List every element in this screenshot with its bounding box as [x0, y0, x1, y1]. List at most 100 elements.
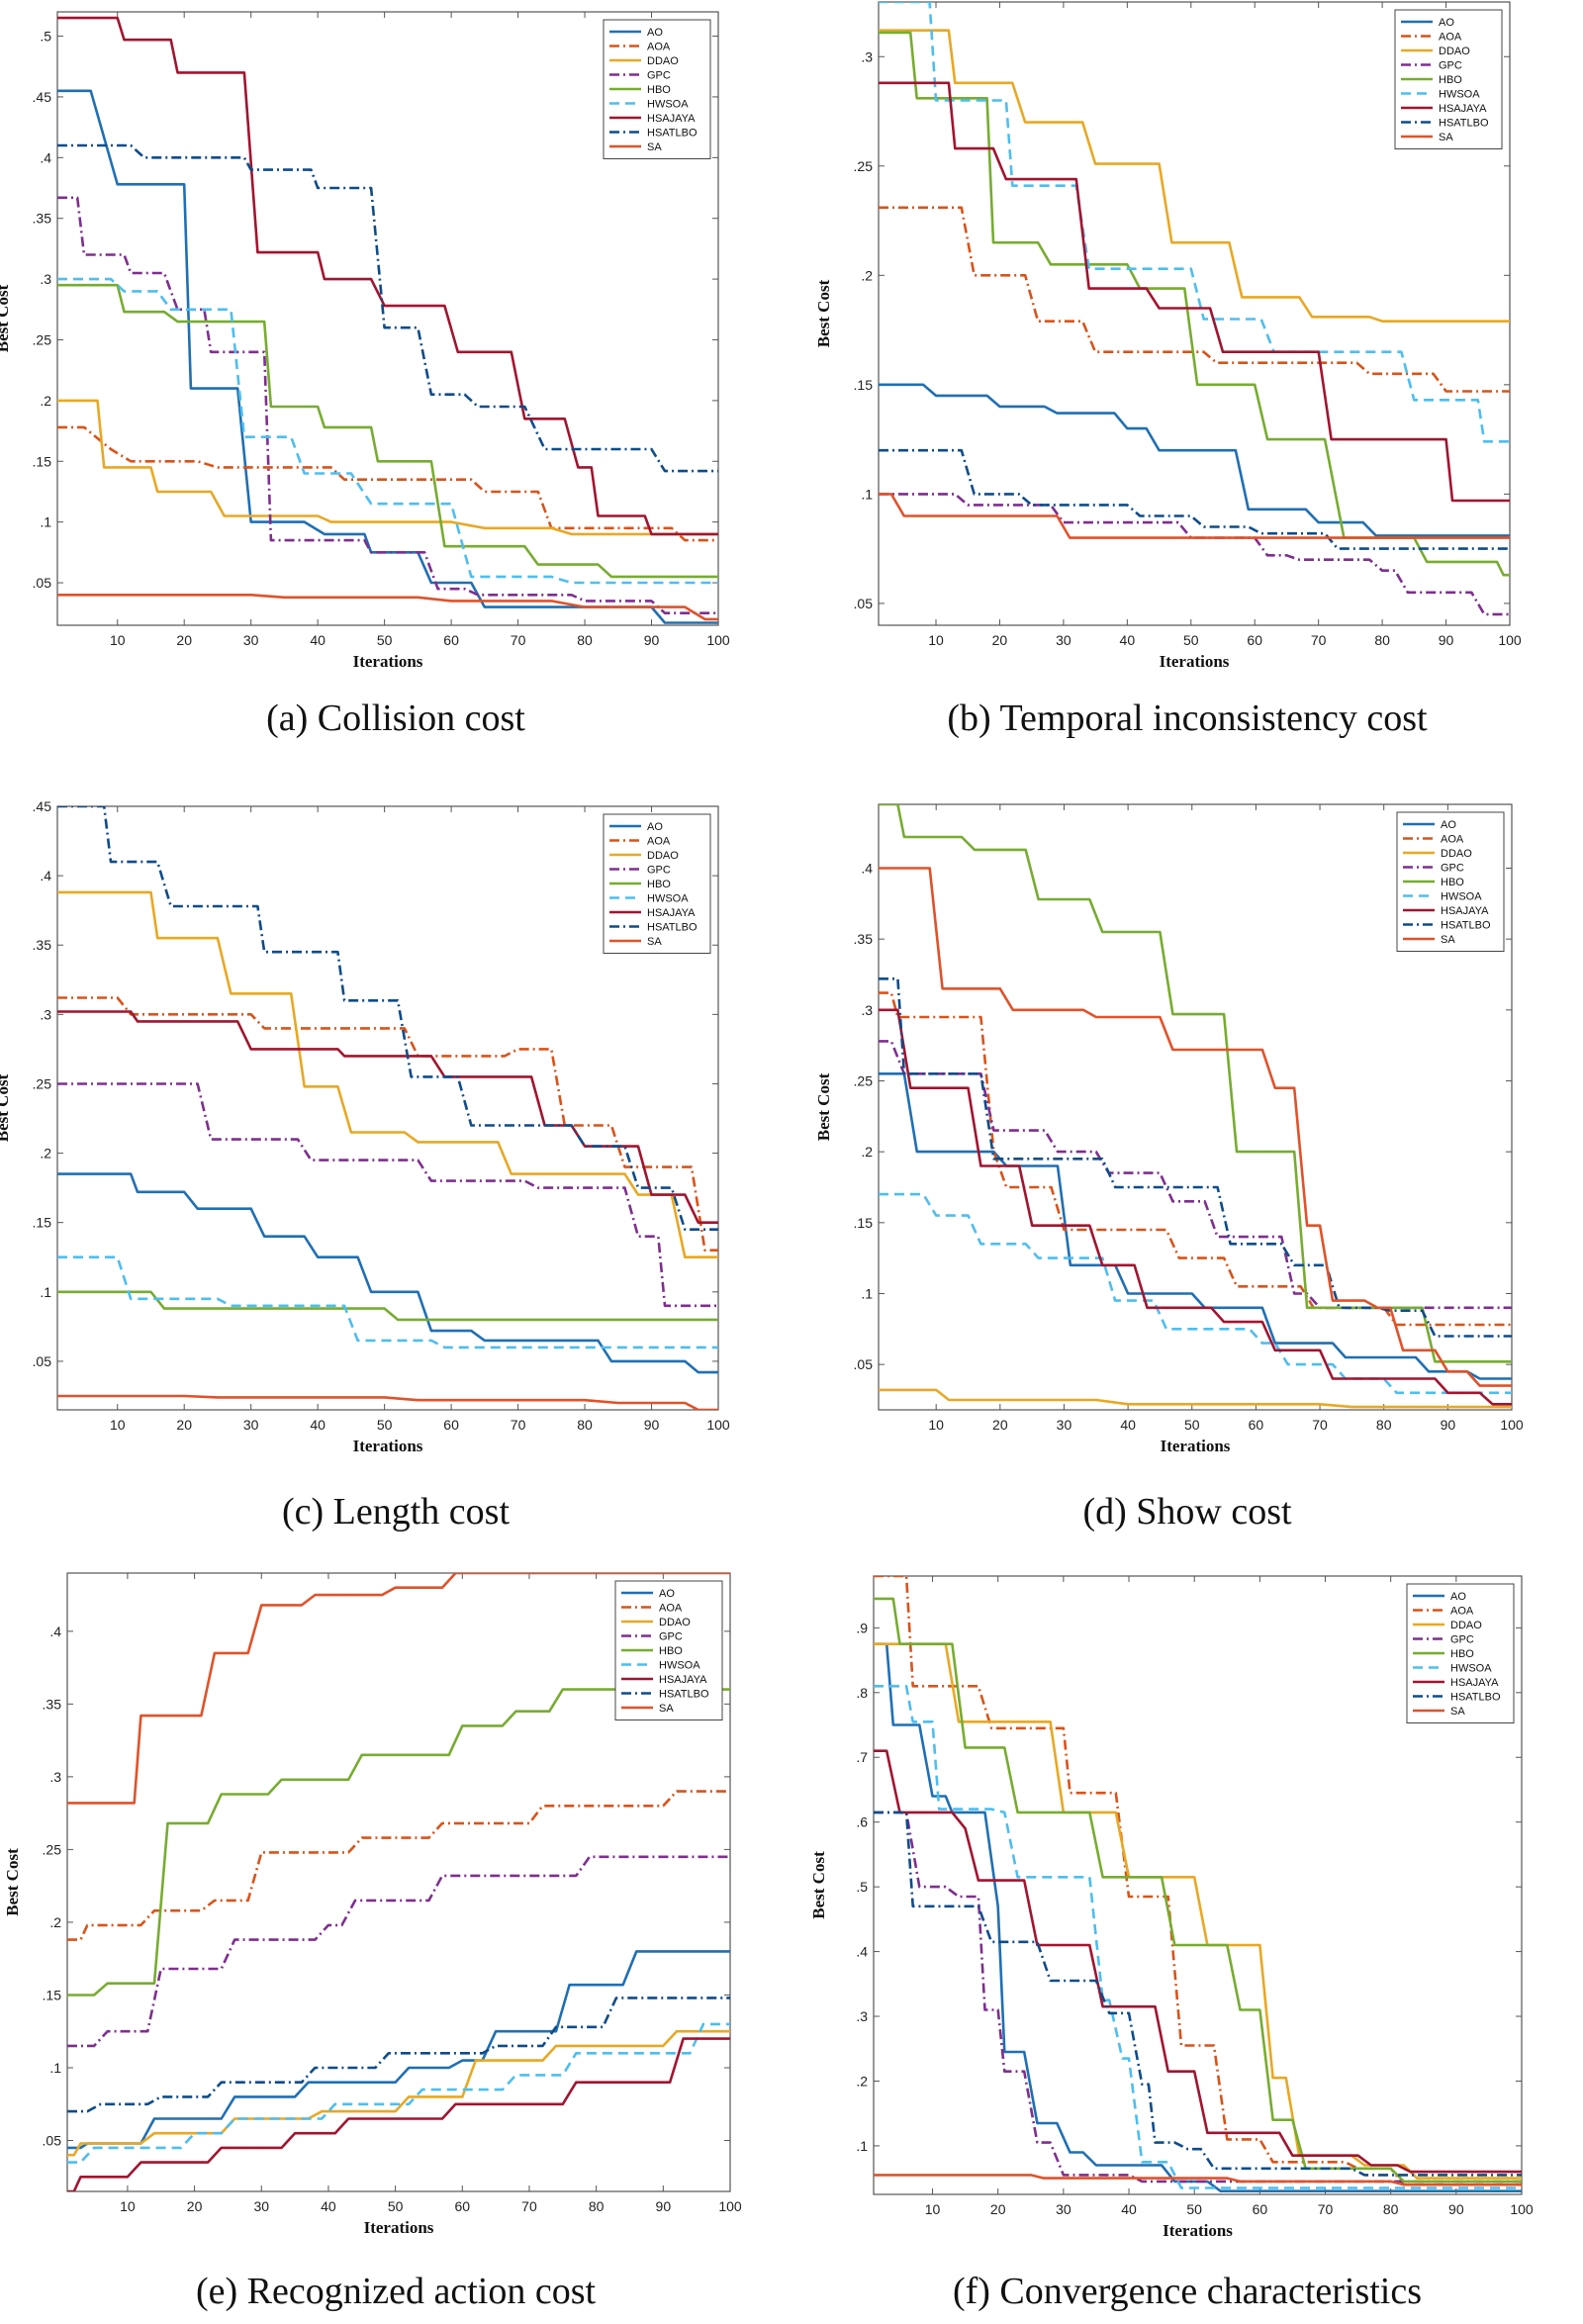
x-tick-label: 30 — [1056, 2201, 1071, 2217]
x-tick-label: 70 — [1318, 2201, 1334, 2217]
y-tick-label: .3 — [861, 48, 873, 64]
series-line-hbo — [879, 31, 1510, 577]
x-tick-label: 90 — [644, 1417, 660, 1433]
y-tick-label: .05 — [43, 2133, 62, 2149]
legend-label-ao: AO — [659, 1588, 675, 1600]
series-line-hbo — [874, 1597, 1522, 2184]
series-line-hsajaya — [879, 1008, 1512, 1406]
series-line-hbo — [57, 283, 718, 579]
x-tick-label: 60 — [1247, 632, 1262, 648]
y-tick-label: .2 — [856, 2073, 868, 2089]
x-axis-label: Iterations — [364, 2218, 434, 2237]
legend-label-hsajaya: HSAJAYA — [659, 1674, 707, 1686]
series-line-hsatlbo — [879, 448, 1510, 550]
y-tick-label: .35 — [33, 937, 52, 953]
legend-label-hbo: HBO — [1441, 877, 1464, 888]
legend-label-hsajaya: HSAJAYA — [647, 907, 696, 919]
legend-label-gpc: GPC — [659, 1631, 683, 1643]
x-tick-label: 100 — [706, 632, 730, 648]
series-line-ddao — [67, 2029, 730, 2157]
series-line-gpc — [57, 1082, 718, 1308]
legend-label-hsajaya: HSAJAYA — [1439, 103, 1487, 115]
series-line-ddao — [879, 1388, 1512, 1409]
series-line-ao — [57, 1172, 718, 1374]
y-tick-label: .15 — [33, 453, 52, 469]
series-group — [879, 2, 1510, 616]
series-line-hwsoa — [879, 1192, 1512, 1395]
series-line-hwsoa — [874, 1685, 1522, 2189]
y-tick-label: .35 — [43, 1696, 62, 1712]
y-tick-label: .4 — [49, 1624, 61, 1639]
x-tick-label: 20 — [992, 632, 1008, 648]
y-tick-label: .1 — [49, 2060, 61, 2076]
x-tick-label: 10 — [110, 632, 126, 648]
y-tick-label: .05 — [854, 1356, 874, 1372]
series-line-ddao — [879, 29, 1510, 323]
x-tick-label: 100 — [1498, 632, 1522, 648]
series-group — [879, 804, 1512, 1409]
x-tick-label: 20 — [187, 2198, 203, 2214]
y-tick-label: .25 — [854, 158, 874, 174]
y-tick-label: .3 — [49, 1769, 61, 1785]
series-line-sa — [67, 1573, 730, 1805]
x-axis-label: Iterations — [353, 1437, 423, 1455]
y-tick-label: .45 — [33, 89, 52, 105]
legend-label-ddao: DDAO — [647, 55, 679, 67]
y-tick-label: .7 — [856, 1749, 868, 1765]
series-line-hsajaya — [67, 2037, 730, 2191]
series-line-sa — [57, 594, 718, 621]
x-tick-label: 90 — [1439, 632, 1454, 648]
x-tick-label: 80 — [1376, 1417, 1392, 1433]
x-tick-label: 100 — [1500, 1417, 1524, 1433]
series-line-hwsoa — [57, 1255, 718, 1349]
series-line-gpc — [879, 493, 1510, 616]
series-line-hsatlbo — [67, 1997, 730, 2113]
x-axis-label: Iterations — [1163, 2221, 1233, 2240]
series-line-aoa — [67, 1790, 730, 1941]
x-tick-label: 70 — [511, 632, 526, 648]
x-tick-label: 10 — [110, 1417, 126, 1433]
legend-label-hsatlbo: HSATLBO — [659, 1689, 709, 1701]
y-tick-label: .15 — [854, 1215, 874, 1231]
series-line-hsatlbo — [57, 143, 718, 473]
x-tick-label: 80 — [577, 1417, 593, 1433]
series-line-hsatlbo — [874, 1811, 1522, 2177]
series-line-aoa — [879, 206, 1510, 393]
legend-label-ao: AO — [1439, 17, 1454, 29]
series-line-ao — [57, 89, 718, 624]
legend-label-gpc: GPC — [1450, 1634, 1474, 1646]
legend-label-aoa: AOA — [659, 1603, 683, 1615]
legend-label-gpc: GPC — [647, 865, 671, 877]
legend-label-hsatlbo: HSATLBO — [1439, 118, 1489, 130]
series-group — [57, 16, 718, 624]
series-line-hsajaya — [57, 1010, 718, 1224]
y-tick-label: .15 — [33, 1215, 52, 1231]
caption-show-cost: (d) Show cost — [1082, 1491, 1292, 1533]
x-axis-label: Iterations — [1161, 1437, 1231, 1455]
series-line-hwsoa — [67, 2022, 730, 2164]
x-tick-label: 40 — [1121, 2201, 1137, 2217]
y-tick-label: .4 — [856, 1944, 868, 1960]
legend-label-hwsoa: HWSOA — [1450, 1663, 1492, 1675]
caption-convergence-characteristics: (f) Convergence characteristics — [952, 2271, 1423, 2312]
x-tick-label: 90 — [1441, 1417, 1456, 1433]
x-tick-label: 30 — [253, 2198, 269, 2214]
x-axis-label: Iterations — [1160, 652, 1230, 671]
legend-label-hsajaya: HSAJAYA — [1441, 905, 1489, 917]
x-tick-label: 90 — [644, 632, 660, 648]
x-tick-label: 70 — [521, 2198, 537, 2214]
x-tick-label: 40 — [1120, 1417, 1136, 1433]
series-line-ao — [879, 383, 1510, 537]
y-tick-label: .8 — [856, 1685, 868, 1701]
series-line-aoa — [57, 425, 718, 542]
series-line-hwsoa — [57, 277, 718, 585]
legend-label-gpc: GPC — [1439, 60, 1462, 72]
x-tick-label: 40 — [310, 632, 326, 648]
y-tick-label: .15 — [43, 1987, 62, 2002]
y-axis-label: Best Cost — [814, 279, 833, 347]
y-tick-label: .2 — [861, 267, 873, 283]
series-line-ao — [874, 1642, 1522, 2192]
y-axis-label: Best Cost — [0, 1073, 12, 1142]
series-line-gpc — [879, 1040, 1512, 1310]
y-axis-label: Best Cost — [814, 1072, 833, 1141]
